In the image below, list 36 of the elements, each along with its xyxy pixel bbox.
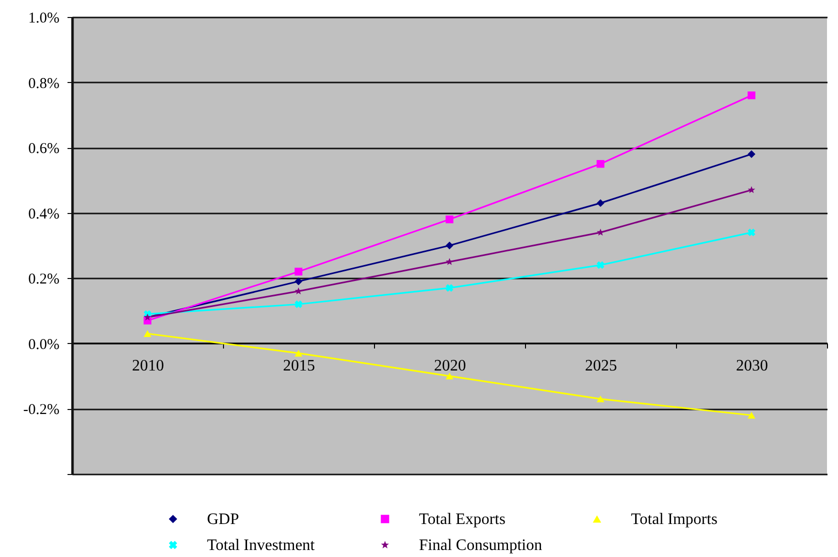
point — [446, 372, 454, 380]
point — [748, 228, 756, 236]
legend-label: Total Exports — [419, 511, 506, 528]
point — [596, 160, 604, 168]
point — [294, 300, 302, 308]
y-tick-label: 0.6% — [28, 141, 60, 158]
point — [446, 284, 454, 292]
point — [446, 216, 454, 224]
point — [596, 199, 604, 207]
point — [294, 278, 302, 286]
point — [294, 287, 302, 294]
point — [748, 150, 756, 158]
legend-label: Final Consumption — [419, 537, 542, 554]
point — [144, 330, 152, 337]
x-tick-label: 2030 — [736, 358, 768, 374]
legend-label: GDP — [207, 511, 240, 528]
y-tick-label: 0.0% — [28, 336, 60, 353]
x-tick-label: 2025 — [585, 358, 617, 374]
legend-label: Total Imports — [631, 511, 718, 528]
point — [596, 261, 604, 269]
y-tick-label: 0.4% — [28, 206, 60, 222]
point — [294, 350, 302, 357]
y-tick-label: 1.0% — [28, 10, 60, 26]
x-tick-label: 2010 — [132, 358, 164, 374]
y-tick-label: -0.2% — [23, 402, 60, 418]
legend-label: Total Investment — [207, 537, 316, 554]
y-tick-label: 0.2% — [28, 272, 60, 288]
point — [596, 396, 604, 402]
point — [748, 186, 756, 194]
y-tick-label: 0.8% — [28, 76, 60, 92]
x-tick-label: 2015 — [283, 358, 315, 374]
point — [294, 268, 302, 276]
point — [748, 412, 756, 419]
point — [748, 91, 756, 100]
x-tick-label: 2020 — [434, 358, 466, 374]
point — [446, 242, 454, 250]
